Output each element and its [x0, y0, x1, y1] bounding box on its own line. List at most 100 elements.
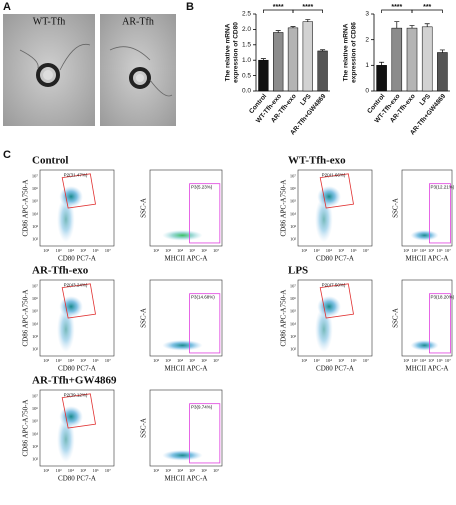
x-tick-label: 10⁶ — [201, 248, 208, 253]
event-cloud — [162, 230, 203, 241]
x-tick-label: 10⁷ — [105, 468, 112, 473]
tem-label: WT-Tfh — [33, 16, 65, 27]
y-tick-label: 10⁷ — [32, 173, 39, 178]
x-tick-label: 10² — [403, 248, 410, 253]
x-axis-label: CD80 PC7-A — [58, 255, 96, 263]
x-tick-label: 10⁷ — [213, 468, 220, 473]
y-tick-label: 10⁵ — [32, 199, 39, 204]
bar — [302, 21, 313, 92]
plot-frame — [297, 279, 373, 357]
x-tick-label: 10⁷ — [105, 358, 112, 363]
y-axis-label: The relative mRNA — [343, 23, 350, 81]
x-tick-label: 10⁶ — [92, 248, 99, 253]
x-tick-label: 10⁶ — [436, 248, 443, 253]
y-axis-label: CD86 APC-A750-A — [22, 290, 30, 347]
x-tick-label: 10² — [43, 248, 50, 253]
x-tick-label: 10⁶ — [350, 248, 357, 253]
x-tick-label: 10⁶ — [436, 358, 443, 363]
x-tick-label: 10⁷ — [105, 248, 112, 253]
y-tick-label: 10⁷ — [32, 283, 39, 288]
plot-frame — [39, 389, 115, 467]
significance-bracket — [292, 9, 323, 13]
error-bar — [275, 30, 281, 33]
gate-label: P2(39.12%) — [64, 393, 88, 398]
x-tick-label: 10⁵ — [80, 248, 87, 253]
x-tick-label: 10² — [301, 248, 308, 253]
plot-frame — [39, 279, 115, 357]
error-bar — [320, 49, 326, 51]
y-tick-label: 0.5 — [242, 72, 251, 79]
plot-title: AR-Tfh-exo — [32, 265, 89, 277]
error-bar — [260, 58, 266, 61]
y-tick-label: 10⁶ — [290, 296, 297, 301]
x-tick-label: 10⁵ — [428, 358, 435, 363]
y-tick-label: 10⁴ — [32, 321, 39, 326]
y-axis-label: SSC-A — [140, 308, 148, 328]
tem-label: AR-Tfh — [122, 16, 154, 27]
gate — [319, 283, 354, 319]
x-axis-label: MHCII APC-A — [406, 255, 449, 263]
plot-frame — [39, 169, 115, 247]
x-axis-label: MHCII APC-A — [165, 475, 208, 483]
y-tick-label: 10² — [290, 237, 297, 242]
x-axis-label: CD80 PC7-A — [316, 255, 354, 263]
plot-frame — [297, 169, 373, 247]
x-tick-label: 10⁶ — [201, 358, 208, 363]
x-tick-label: 10⁶ — [92, 358, 99, 363]
y-tick-label: 2.5 — [242, 11, 251, 18]
x-tick-label: 10³ — [165, 468, 172, 473]
y-tick-label: 1.0 — [242, 57, 251, 64]
y-tick-label: 10⁴ — [32, 211, 39, 216]
bar — [273, 32, 284, 92]
y-axis-label: expression of CD80 — [233, 22, 240, 83]
bar — [421, 26, 433, 92]
x-tick-label: 10⁴ — [177, 468, 184, 473]
x-tick-label: 10⁵ — [189, 468, 196, 473]
x-tick-label: 10⁵ — [80, 358, 87, 363]
y-tick-label: 10³ — [32, 334, 39, 339]
event-cloud — [315, 196, 333, 243]
panel-label: C — [3, 149, 11, 161]
x-tick-label: 10⁵ — [189, 358, 196, 363]
y-tick-label: 10³ — [290, 224, 297, 229]
y-tick-label: 10³ — [290, 334, 297, 339]
y-tick-label: 10⁵ — [32, 309, 39, 314]
gate-label: P2(47.50%) — [322, 283, 346, 288]
event-cloud — [410, 230, 439, 241]
gate-label: P3(18.20%) — [431, 295, 455, 300]
x-tick-label: 10⁴ — [177, 248, 184, 253]
x-tick-label: 10³ — [165, 248, 172, 253]
x-axis-label: CD80 PC7-A — [316, 365, 354, 373]
error-bar — [379, 61, 385, 66]
y-tick-label: 10⁷ — [290, 283, 297, 288]
y-tick-label: 10⁴ — [32, 431, 39, 436]
y-tick-label: 2.0 — [242, 26, 251, 33]
x-tick-label: 10⁶ — [350, 358, 357, 363]
panel-label: A — [3, 1, 11, 13]
gate — [61, 283, 96, 319]
x-tick-label: 10⁵ — [80, 468, 87, 473]
gate-label: P3(9.74%) — [191, 405, 213, 410]
y-tick-label: 10³ — [32, 224, 39, 229]
y-axis-label: CD86 APC-A750-A — [280, 290, 288, 347]
y-tick-label: 2 — [365, 36, 369, 43]
y-tick-label: 0 — [365, 88, 369, 95]
y-tick-label: 10³ — [32, 444, 39, 449]
x-tick-label: 10² — [153, 468, 160, 473]
x-axis-label: CD80 PC7-A — [58, 475, 96, 483]
x-tick-label: 10⁴ — [326, 248, 333, 253]
event-cloud — [315, 306, 333, 353]
x-tick-label: 10² — [301, 358, 308, 363]
gate — [61, 173, 96, 209]
x-tick-label: 10⁷ — [445, 248, 452, 253]
error-bar — [290, 26, 296, 28]
x-tick-label: 10⁶ — [201, 468, 208, 473]
y-tick-label: 1.5 — [242, 42, 251, 49]
significance-label: **** — [391, 4, 402, 11]
x-tick-label: 10³ — [314, 358, 321, 363]
x-tick-label: 10⁵ — [428, 248, 435, 253]
bar — [287, 27, 299, 92]
x-tick-label: 10⁴ — [68, 358, 75, 363]
x-tick-label: 10⁴ — [420, 248, 427, 253]
plot-title: LPS — [288, 265, 308, 277]
